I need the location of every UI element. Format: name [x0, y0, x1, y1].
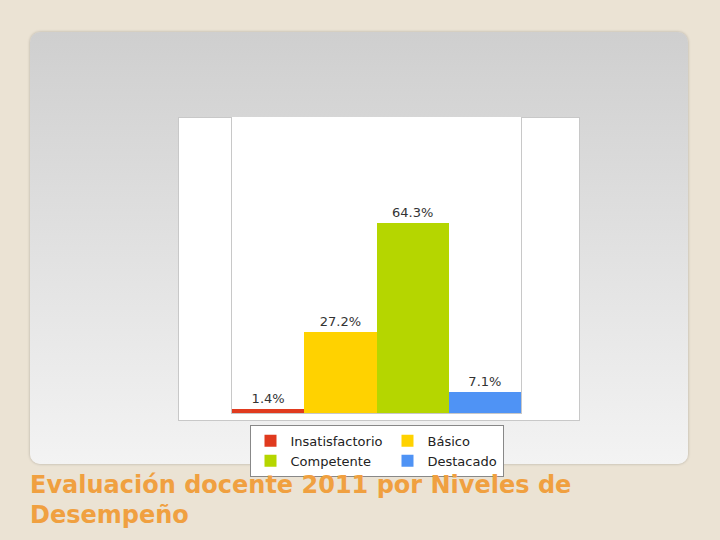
svg-text:7.1%: 7.1%	[468, 374, 501, 389]
svg-text:64.3%: 64.3%	[392, 205, 433, 220]
svg-text:Insatisfactorio: Insatisfactorio	[291, 434, 383, 449]
svg-text:1.4%: 1.4%	[252, 391, 285, 406]
svg-text:Destacado: Destacado	[427, 454, 496, 469]
svg-text:Básico: Básico	[427, 434, 469, 449]
svg-text:27.2%: 27.2%	[320, 314, 361, 329]
svg-text:Competente: Competente	[291, 454, 371, 469]
html-text:Evaluación docente 2011 por Ni: Evaluación docente 2011 por Niveles de D…	[30, 471, 572, 529]
